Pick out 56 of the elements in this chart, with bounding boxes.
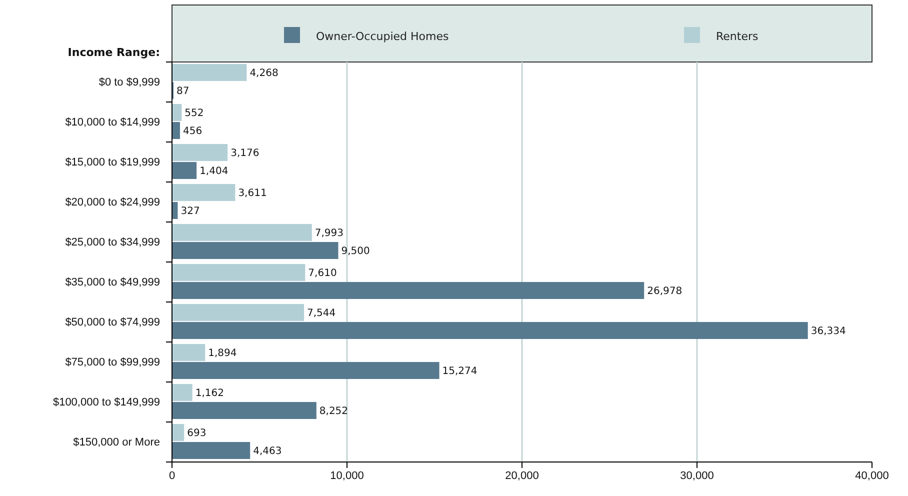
bar	[172, 242, 338, 259]
bar	[172, 64, 247, 81]
data-label: 1,162	[195, 388, 224, 399]
bar	[172, 362, 440, 379]
bar	[172, 122, 180, 139]
x-tick-label: 40,000	[855, 470, 889, 482]
bar	[172, 264, 306, 281]
y-tick-label: $25,000 to $34,999	[65, 236, 160, 249]
x-tick-label: 30,000	[680, 470, 714, 482]
data-label: 3,611	[238, 188, 267, 199]
data-label: 1,894	[208, 348, 237, 359]
data-label: 87	[176, 86, 190, 97]
bar	[172, 184, 236, 201]
data-label: 7,610	[308, 268, 337, 279]
y-tick-label: $50,000 to $74,999	[65, 316, 160, 329]
data-label: 456	[182, 126, 202, 137]
y-tick-label: $100,000 to $149,999	[52, 396, 160, 409]
bar	[172, 442, 250, 459]
y-tick-label: $35,000 to $49,999	[65, 276, 160, 289]
bar	[172, 402, 316, 419]
data-label: 7,993	[314, 228, 344, 239]
data-label: 7,544	[307, 308, 336, 319]
data-label: 36,334	[810, 326, 846, 337]
x-tick-label: 20,000	[505, 470, 539, 482]
data-label: 26,978	[647, 286, 682, 297]
data-label: 3,176	[230, 148, 260, 159]
y-axis-title: Income Range:	[68, 46, 160, 59]
y-tick-label: $0 to $9,999	[98, 76, 160, 89]
bar	[172, 162, 197, 179]
data-label: 552	[184, 108, 204, 119]
bar	[172, 304, 304, 321]
bar	[172, 384, 192, 401]
data-label: 693	[187, 428, 206, 439]
data-label: 8,252	[319, 406, 348, 417]
x-tick-label: 10,000	[330, 470, 364, 482]
data-label: 327	[180, 206, 200, 217]
bar	[172, 144, 228, 161]
legend-label: Renters	[716, 30, 758, 43]
x-tick-label: 0	[168, 470, 176, 482]
y-tick-label: $10,000 to $14,999	[65, 116, 160, 129]
data-label: 15,274	[442, 366, 478, 377]
y-tick-label: $150,000 or More	[73, 436, 160, 449]
bar	[172, 224, 312, 241]
y-tick-label: $75,000 to $99,999	[65, 356, 160, 369]
y-tick-label: $20,000 to $24,999	[65, 196, 160, 209]
bar	[172, 322, 808, 339]
bar	[172, 104, 182, 121]
data-label: 4,268	[250, 68, 278, 79]
y-tick-label: $15,000 to $19,999	[65, 156, 160, 169]
bar	[172, 282, 644, 299]
data-label: 1,404	[200, 166, 228, 177]
data-label: 9,500	[341, 246, 370, 257]
bar	[172, 424, 184, 441]
bar	[172, 344, 206, 361]
legend-label: Owner-Occupied Homes	[316, 30, 449, 43]
data-label: 4,463	[253, 446, 282, 457]
